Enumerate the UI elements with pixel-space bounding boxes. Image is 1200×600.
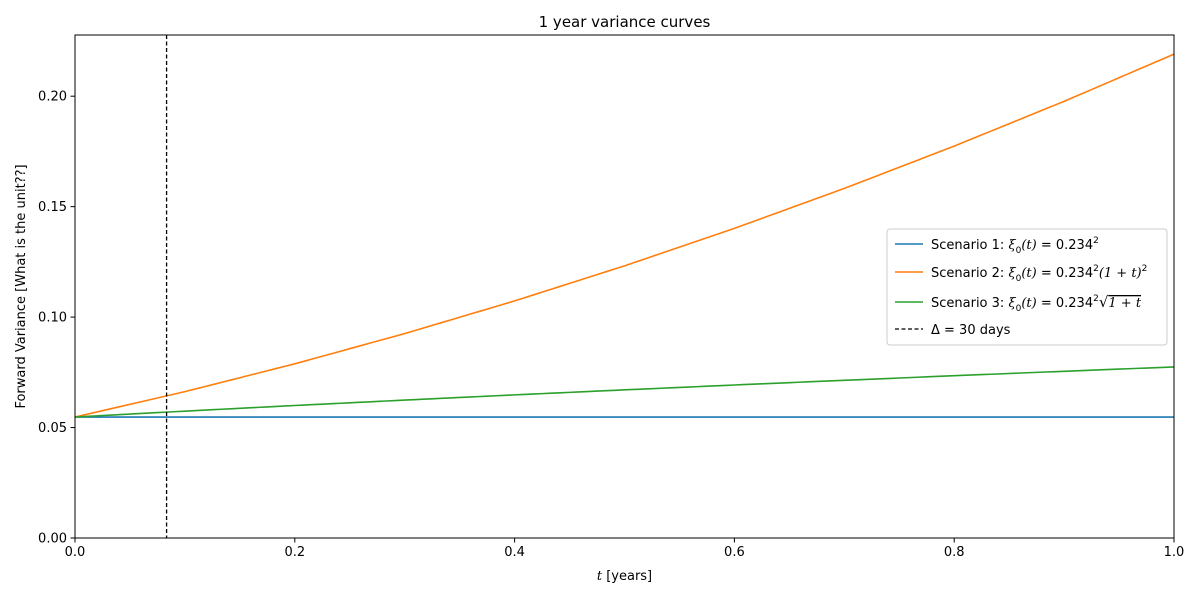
legend-sup-2: 2: [1093, 264, 1099, 274]
legend-xi-1: ξ: [1008, 238, 1016, 253]
legend-sub-2: 0: [1016, 274, 1022, 284]
x-tick-label: 1.0: [1164, 545, 1185, 560]
legend-sup-2b: 2: [1142, 264, 1148, 274]
x-axis-label-unit: [years]: [602, 569, 652, 584]
y-tick-label: 0.00: [38, 532, 67, 547]
x-axis: 0.0 0.2 0.4 0.6 0.8 1.0: [65, 538, 1185, 560]
legend-xi-2: ξ: [1008, 266, 1016, 281]
series-line-scenario-2: [74, 53, 1175, 418]
legend-prefix-1: Scenario 1:: [931, 238, 1008, 253]
x-tick-label: 0.4: [504, 545, 525, 560]
x-axis-label: t [years]: [597, 569, 652, 584]
legend-eq-1: = 0.234: [1037, 238, 1093, 253]
legend-frame: [886, 228, 1168, 346]
legend-sqrt-sign: √: [1099, 293, 1109, 311]
legend-sup-3: 2: [1093, 294, 1099, 304]
legend-xi-3: ξ: [1008, 296, 1016, 311]
legend-eq-2: = 0.234: [1037, 266, 1093, 281]
y-axis-label: Forward Variance [What is the unit??]: [14, 164, 29, 408]
x-tick-label: 0.0: [65, 545, 86, 560]
y-axis: 0.00 0.05 0.10 0.15 0.20: [38, 90, 75, 547]
legend-prefix-3: Scenario 3:: [931, 296, 1008, 311]
chart-title: 1 year variance curves: [539, 13, 711, 31]
legend-tail-2: (1 + t): [1099, 266, 1142, 281]
y-tick-label: 0.15: [38, 200, 67, 215]
legend-sqrt-arg-3: 1 + t: [1108, 296, 1141, 311]
y-tick-label: 0.20: [38, 90, 67, 105]
plot-frame: [74, 34, 1175, 539]
x-axis-label-var: t: [597, 569, 603, 584]
legend-eq-3: = 0.234: [1037, 296, 1093, 311]
x-tick-label: 0.2: [284, 545, 305, 560]
legend-prefix-2: Scenario 2:: [931, 266, 1008, 281]
series-line-scenario-3: [74, 366, 1175, 418]
y-tick-label: 0.05: [38, 421, 67, 436]
legend-entry-scenario-3: Scenario 3: ξ0(t) = 0.2342√1 + t: [931, 293, 1142, 314]
legend-sup-1: 2: [1093, 236, 1099, 246]
y-tick-label: 0.10: [38, 311, 67, 326]
legend: Scenario 1: ξ0(t) = 0.2342 Scenario 2: ξ…: [886, 228, 1168, 346]
legend-arg-1: (t): [1021, 238, 1036, 253]
x-tick-label: 0.8: [944, 545, 965, 560]
legend-arg-3: (t): [1021, 296, 1036, 311]
legend-entry-delta: Δ = 30 days: [931, 323, 1011, 338]
plot-area: [74, 34, 1175, 539]
x-tick-label: 0.6: [724, 545, 745, 560]
legend-entry-scenario-2: Scenario 2: ξ0(t) = 0.2342(1 + t)2: [931, 264, 1147, 284]
legend-entry-scenario-1: Scenario 1: ξ0(t) = 0.2342: [931, 236, 1099, 256]
series-layer: [74, 53, 1175, 418]
legend-sub-1: 0: [1016, 246, 1022, 256]
legend-arg-2: (t): [1021, 266, 1036, 281]
legend-sub-3: 0: [1016, 304, 1022, 314]
